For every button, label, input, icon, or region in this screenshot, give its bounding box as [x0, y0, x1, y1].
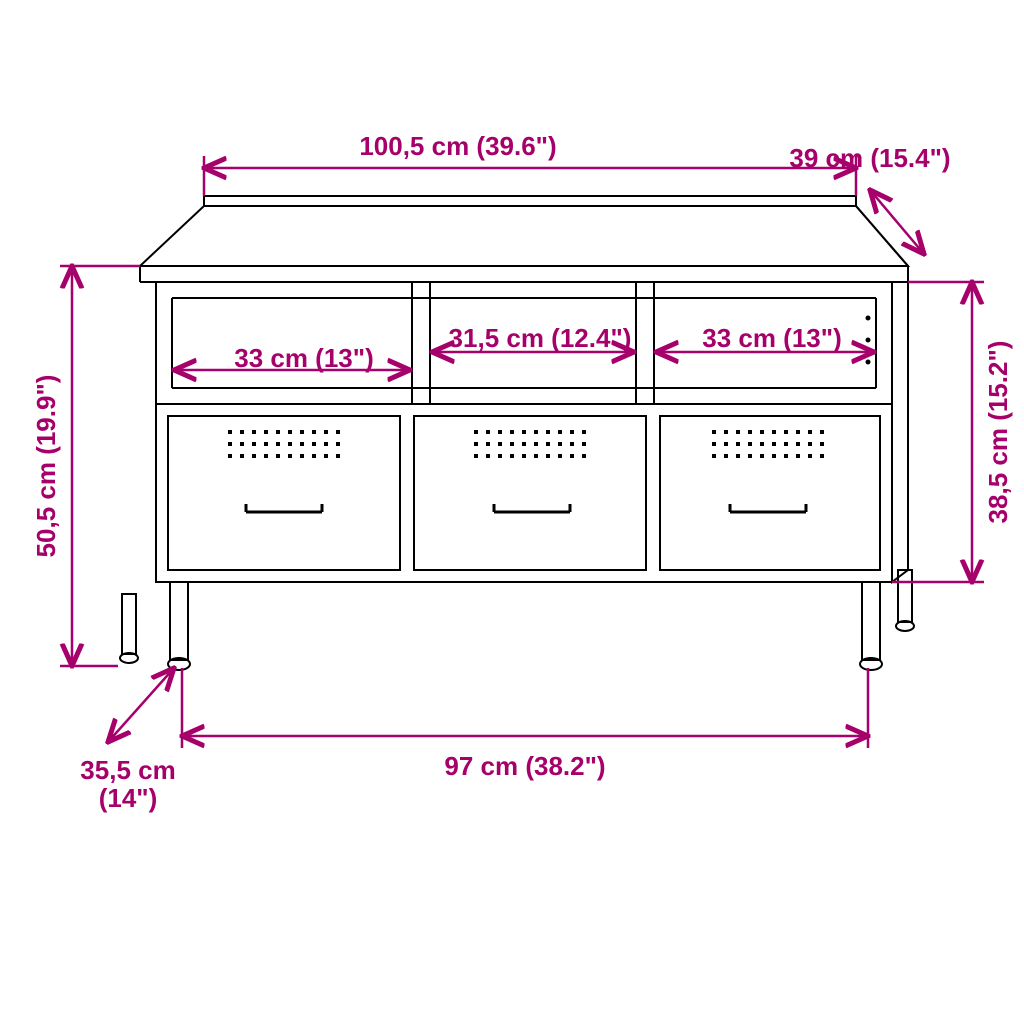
label-top-depth: 39 cm (15.4"): [789, 143, 950, 173]
label-shelf-mid: 31,5 cm (12.4"): [449, 323, 632, 353]
legs: [120, 570, 914, 670]
dimension-lines: [60, 156, 984, 748]
label-shelf-right: 33 cm (13"): [702, 323, 842, 353]
cabinet-outline: [120, 196, 914, 670]
drawer-perforations: [228, 430, 824, 458]
label-top-width: 100,5 cm (39.6"): [359, 131, 556, 161]
label-bottom-depth-1: 35,5 cm: [80, 755, 175, 785]
drawer-handles: [246, 504, 806, 512]
label-bottom-width: 97 cm (38.2"): [444, 751, 605, 781]
dimension-labels: 100,5 cm (39.6") 39 cm (15.4") 50,5 cm (…: [31, 131, 1013, 813]
label-right-height: 38,5 cm (15.2"): [983, 341, 1013, 524]
label-left-height: 50,5 cm (19.9"): [31, 375, 61, 558]
label-shelf-left: 33 cm (13"): [234, 343, 374, 373]
dimension-drawing: 100,5 cm (39.6") 39 cm (15.4") 50,5 cm (…: [0, 0, 1024, 1024]
label-bottom-depth-2: (14"): [99, 783, 158, 813]
